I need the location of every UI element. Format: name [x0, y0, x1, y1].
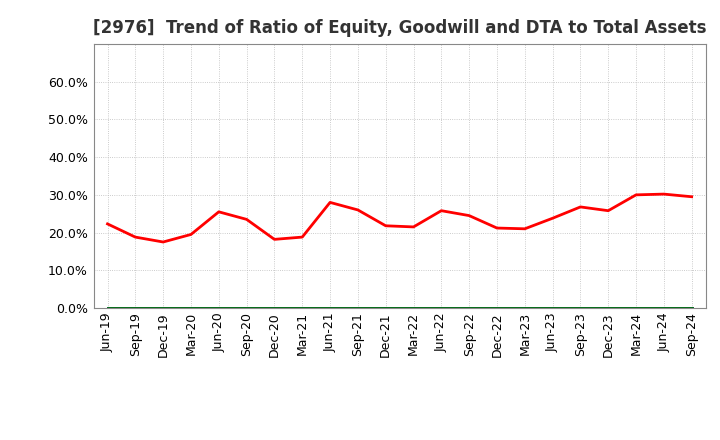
Deferred Tax Assets: [631, 305, 640, 311]
Equity: [409, 224, 418, 230]
Deferred Tax Assets: [660, 305, 668, 311]
Equity: [688, 194, 696, 199]
Goodwill: [159, 305, 168, 311]
Goodwill: [437, 305, 446, 311]
Goodwill: [298, 305, 307, 311]
Goodwill: [631, 305, 640, 311]
Deferred Tax Assets: [409, 305, 418, 311]
Line: Equity: Equity: [107, 194, 692, 242]
Deferred Tax Assets: [242, 305, 251, 311]
Goodwill: [521, 305, 529, 311]
Goodwill: [242, 305, 251, 311]
Goodwill: [465, 305, 474, 311]
Goodwill: [409, 305, 418, 311]
Equity: [270, 237, 279, 242]
Equity: [604, 208, 613, 213]
Goodwill: [131, 305, 140, 311]
Equity: [215, 209, 223, 214]
Goodwill: [688, 305, 696, 311]
Goodwill: [325, 305, 334, 311]
Deferred Tax Assets: [270, 305, 279, 311]
Deferred Tax Assets: [159, 305, 168, 311]
Deferred Tax Assets: [492, 305, 501, 311]
Deferred Tax Assets: [215, 305, 223, 311]
Equity: [465, 213, 474, 218]
Equity: [131, 235, 140, 240]
Title: [2976]  Trend of Ratio of Equity, Goodwill and DTA to Total Assets: [2976] Trend of Ratio of Equity, Goodwil…: [93, 19, 706, 37]
Deferred Tax Assets: [298, 305, 307, 311]
Equity: [242, 217, 251, 222]
Equity: [660, 191, 668, 197]
Goodwill: [354, 305, 362, 311]
Equity: [549, 216, 557, 221]
Equity: [159, 239, 168, 245]
Deferred Tax Assets: [521, 305, 529, 311]
Goodwill: [270, 305, 279, 311]
Goodwill: [549, 305, 557, 311]
Deferred Tax Assets: [382, 305, 390, 311]
Deferred Tax Assets: [688, 305, 696, 311]
Goodwill: [186, 305, 195, 311]
Deferred Tax Assets: [576, 305, 585, 311]
Deferred Tax Assets: [186, 305, 195, 311]
Deferred Tax Assets: [549, 305, 557, 311]
Equity: [186, 232, 195, 237]
Goodwill: [103, 305, 112, 311]
Equity: [631, 192, 640, 198]
Equity: [576, 204, 585, 209]
Goodwill: [576, 305, 585, 311]
Equity: [298, 235, 307, 240]
Equity: [325, 200, 334, 205]
Deferred Tax Assets: [103, 305, 112, 311]
Goodwill: [604, 305, 613, 311]
Deferred Tax Assets: [354, 305, 362, 311]
Goodwill: [492, 305, 501, 311]
Goodwill: [382, 305, 390, 311]
Equity: [382, 223, 390, 228]
Goodwill: [660, 305, 668, 311]
Equity: [492, 225, 501, 231]
Goodwill: [215, 305, 223, 311]
Equity: [437, 208, 446, 213]
Deferred Tax Assets: [604, 305, 613, 311]
Deferred Tax Assets: [131, 305, 140, 311]
Deferred Tax Assets: [465, 305, 474, 311]
Equity: [521, 226, 529, 231]
Deferred Tax Assets: [437, 305, 446, 311]
Equity: [103, 221, 112, 227]
Deferred Tax Assets: [325, 305, 334, 311]
Equity: [354, 207, 362, 213]
